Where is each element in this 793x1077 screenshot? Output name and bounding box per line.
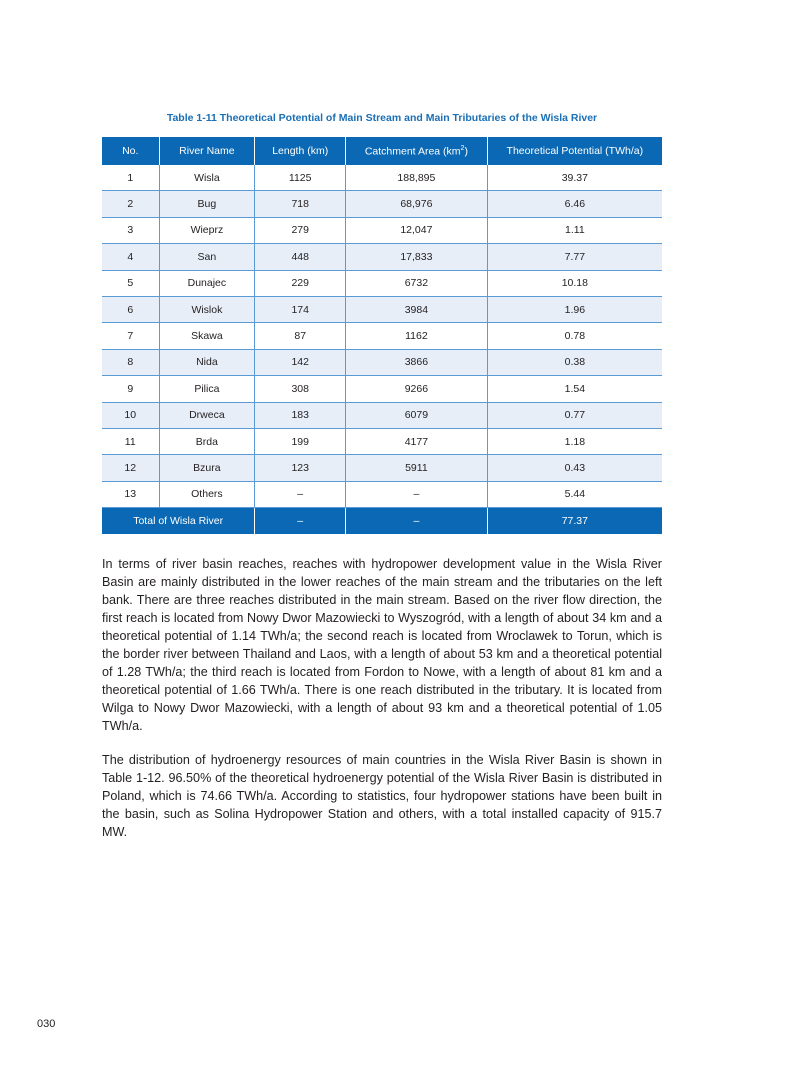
table-cell: 174 [254,296,346,324]
table-row: 12 Bzura 123 5911 0.43 [102,454,662,482]
table-cell: 142 [254,349,346,377]
table-row: 13 Others – –5.44 [102,481,662,509]
table-cell: 13 [102,481,159,509]
table-cell: Skawa [158,322,255,350]
table-row: 9 Pilica 308 9266 1.54 [102,375,662,403]
table-cell: 183 [254,402,346,429]
table-cell: 10 [102,402,159,429]
table-cell: San [158,243,255,271]
table-cell: 7 [102,322,159,350]
table-cell: 1162 [345,322,488,350]
header-river-name: River Name [158,137,255,165]
table-row: 7 Skawa 87 1162 0.78 [102,322,662,350]
table-cell: 6.46 [486,190,662,218]
table-cell: 9266 [345,375,488,403]
table-cell: Wieprz [158,217,255,245]
table-row: 4 San 448 17,833 7.77 [102,243,662,271]
table-cell: 5911 [345,454,488,482]
table-cell: 4 [102,243,159,271]
table-cell: 0.78 [486,322,662,350]
table-cell: 448 [254,243,346,271]
table-cell: Drweca [158,402,255,429]
table-cell: 0.77 [486,402,662,429]
table-row: 10 Drweca 183 6079 0.77 [102,402,662,429]
table-cell: Nida [158,349,255,377]
table-cell: 199 [254,428,346,456]
table-cell: 2 [102,190,159,218]
header-paren: ) [464,145,468,158]
table-cell: 3984 [345,296,488,324]
table-header-row: No. River Name Length (km) Catchment Are… [102,137,662,165]
table-caption: Table 1-11 Theoretical Potential of Main… [166,112,598,124]
table-cell: Dunajec [158,270,255,297]
table-cell: – [345,481,488,509]
table-cell: Pilica [158,375,255,403]
table-cell: Bug [158,190,255,218]
table-cell: 1.11 [486,217,662,245]
river-potential-table: No. River Name Length (km) Catchment Are… [102,137,662,535]
table-cell: 6732 [345,270,488,297]
table-cell: 39.37 [486,165,662,192]
table-cell: 11 [102,428,159,456]
table-cell: 6079 [345,402,488,429]
table-cell: 188,895 [345,165,488,192]
table-cell: 87 [254,322,346,350]
table-cell: 6 [102,296,159,324]
total-cell: – [254,507,346,535]
table-cell: 279 [254,217,346,245]
table-row: 1 Wisla 1125 188,895 39.37 [102,165,662,192]
paragraph: In terms of river basin reaches, reaches… [102,557,662,733]
table-cell: Wislok [158,296,255,324]
total-cell: 77.37 [486,507,662,535]
table-cell: 8 [102,349,159,377]
table-cell: 12 [102,454,159,482]
table-cell: – [254,481,346,509]
table-cell: 0.43 [486,454,662,482]
table-cell: Others [158,481,255,509]
table-cell: 10.18 [486,270,662,297]
total-cell: – [345,507,488,535]
header-theoretical-potential: Theoretical Potential (TWh/a) [486,137,662,165]
table-row: 2 Bug 718 68,976 6.46 [102,190,662,218]
table-cell: 1125 [254,165,346,192]
table-row: 11 Brda 199 4177 1.18 [102,428,662,456]
table-cell: 68,976 [345,190,488,218]
total-cell: Total of Wisla River [102,507,255,535]
table-row: 3 Wieprz 279 12,047 1.11 [102,217,662,245]
paragraph: The distribution of hydroenergy resource… [102,753,662,839]
table-cell: 3 [102,217,159,245]
table-cell: 3866 [345,349,488,377]
header-no: No. [102,137,159,165]
header-length: Length (km) [254,137,346,165]
header-catchment-text: Catchment Area (km [364,145,461,158]
table-cell: 229 [254,270,346,297]
table-cell: 4177 [345,428,488,456]
table-cell: Bzura [158,454,255,482]
table-cell: 1 [102,165,159,192]
table-row: 6 Wislok 174 3984 1.96 [102,296,662,324]
table-cell: 1.54 [486,375,662,403]
table-cell: Wisla [158,165,255,192]
table-total-row: Total of Wisla River – –77.37 [102,507,662,535]
table-cell: 1.18 [486,428,662,456]
table-cell: 17,833 [345,243,488,271]
table-cell: 12,047 [345,217,488,245]
table-cell: Brda [158,428,255,456]
table-cell: 5 [102,270,159,297]
page-number: 030 [37,1018,56,1030]
table-cell: 308 [254,375,346,403]
table-cell: 123 [254,454,346,482]
table-cell: 5.44 [486,481,662,509]
table-cell: 7.77 [486,243,662,271]
table-cell: 1.96 [486,296,662,324]
table-row: 8 Nida 142 3866 0.38 [102,349,662,377]
table-cell: 0.38 [486,349,662,377]
table-row: 5 Dunajec 229 6732 10.18 [102,270,662,297]
table-cell: 718 [254,190,346,218]
table-cell: 9 [102,375,159,403]
header-catchment-area: Catchment Area (km2) [345,137,488,165]
header-superscript: 2 [460,144,465,152]
